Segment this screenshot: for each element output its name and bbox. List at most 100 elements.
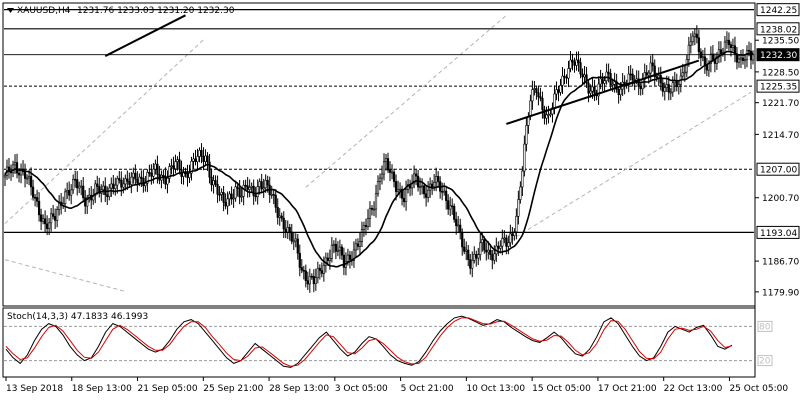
candle-body[interactable] — [543, 109, 546, 119]
candle-body[interactable] — [126, 178, 129, 182]
candle-body[interactable] — [669, 91, 672, 94]
candle-body[interactable] — [695, 33, 698, 39]
candle-body[interactable] — [579, 62, 582, 75]
candle-body[interactable] — [585, 74, 588, 84]
candle-body[interactable] — [461, 232, 464, 248]
candle-body[interactable] — [539, 96, 542, 99]
candle-body[interactable] — [238, 187, 241, 198]
candle-body[interactable] — [427, 189, 430, 198]
candle-body[interactable] — [118, 178, 121, 181]
candle-body[interactable] — [112, 183, 115, 189]
candle-body[interactable] — [304, 270, 307, 281]
candle-body[interactable] — [545, 114, 548, 119]
candle-body[interactable] — [489, 249, 492, 255]
candle-body[interactable] — [491, 254, 494, 261]
candle-body[interactable] — [134, 172, 137, 180]
candle-body[interactable] — [412, 173, 416, 184]
candle-body[interactable] — [86, 197, 89, 207]
candle-body[interactable] — [66, 190, 69, 193]
candle-body[interactable] — [665, 84, 668, 88]
candle-body[interactable] — [629, 73, 632, 76]
candle-body[interactable] — [388, 169, 392, 173]
candle-body[interactable] — [322, 264, 325, 274]
candle-body[interactable] — [741, 57, 745, 61]
candle-body[interactable] — [44, 218, 47, 225]
candle-body[interactable] — [376, 180, 380, 195]
candle-body[interactable] — [435, 176, 438, 183]
candle-body[interactable] — [13, 162, 17, 166]
candle-body[interactable] — [102, 185, 105, 190]
candle-body[interactable] — [709, 53, 712, 64]
candle-body[interactable] — [42, 218, 45, 222]
candle-body[interactable] — [346, 254, 350, 262]
candle-body[interactable] — [320, 270, 323, 274]
candle-body[interactable] — [136, 178, 139, 184]
candle-body[interactable] — [617, 88, 620, 96]
candle-body[interactable] — [256, 186, 259, 198]
candle-body[interactable] — [56, 209, 59, 221]
candle-body[interactable] — [236, 186, 239, 189]
candle-body[interactable] — [48, 222, 51, 229]
candle-body[interactable] — [94, 183, 97, 196]
candle-body[interactable] — [727, 39, 731, 45]
candle-body[interactable] — [501, 238, 504, 247]
candle-body[interactable] — [627, 73, 630, 84]
candle-body[interactable] — [607, 71, 610, 74]
candle-body[interactable] — [573, 61, 576, 66]
candle-body[interactable] — [467, 249, 470, 260]
candle-body[interactable] — [421, 185, 424, 188]
candle-body[interactable] — [110, 183, 113, 189]
candle-body[interactable] — [176, 159, 179, 162]
candle-body[interactable] — [390, 171, 394, 174]
candle-body[interactable] — [447, 200, 450, 210]
candle-body[interactable] — [743, 59, 747, 62]
candle-body[interactable] — [593, 86, 596, 94]
candle-body[interactable] — [208, 161, 211, 178]
candle-body[interactable] — [29, 176, 33, 188]
candle-body[interactable] — [178, 159, 181, 170]
candle-body[interactable] — [248, 187, 251, 190]
candle-body[interactable] — [154, 163, 157, 170]
candle-body[interactable] — [54, 216, 57, 221]
candle-body[interactable] — [531, 89, 534, 102]
candle-body[interactable] — [400, 188, 404, 199]
candle-body[interactable] — [52, 213, 55, 217]
candle-body[interactable] — [396, 189, 400, 192]
candle-body[interactable] — [290, 231, 293, 242]
candle-body[interactable] — [449, 205, 452, 210]
candle-body[interactable] — [645, 72, 648, 76]
candle-body[interactable] — [274, 194, 277, 208]
candle-body[interactable] — [559, 85, 562, 93]
candle-body[interactable] — [11, 164, 15, 174]
candle-body[interactable] — [368, 207, 372, 219]
candle-body[interactable] — [186, 173, 189, 178]
candle-body[interactable] — [276, 206, 279, 218]
candle-body[interactable] — [33, 196, 37, 199]
candle-body[interactable] — [475, 253, 478, 259]
candle-body[interactable] — [3, 174, 7, 178]
candle-body[interactable] — [691, 35, 694, 43]
candle-body[interactable] — [128, 181, 131, 185]
candle-body[interactable] — [394, 181, 398, 192]
candle-body[interactable] — [318, 267, 321, 271]
candle-body[interactable] — [481, 239, 484, 244]
candle-body[interactable] — [312, 276, 315, 285]
candle-body[interactable] — [306, 280, 309, 285]
candle-body[interactable] — [202, 155, 205, 162]
candle-body[interactable] — [457, 224, 460, 227]
candle-body[interactable] — [725, 39, 729, 43]
candle-body[interactable] — [529, 100, 532, 117]
candle-body[interactable] — [561, 75, 564, 86]
candle-body[interactable] — [192, 158, 195, 162]
candle-body[interactable] — [148, 172, 151, 174]
candle-body[interactable] — [493, 253, 496, 261]
candle-body[interactable] — [352, 249, 356, 261]
candle-body[interactable] — [330, 244, 333, 259]
candle-body[interactable] — [451, 205, 454, 208]
candle-body[interactable] — [206, 155, 209, 163]
candle-body[interactable] — [384, 158, 388, 163]
candle-body[interactable] — [731, 45, 735, 48]
candle-body[interactable] — [549, 113, 552, 116]
candle-body[interactable] — [348, 254, 352, 260]
candle-body[interactable] — [404, 189, 408, 203]
